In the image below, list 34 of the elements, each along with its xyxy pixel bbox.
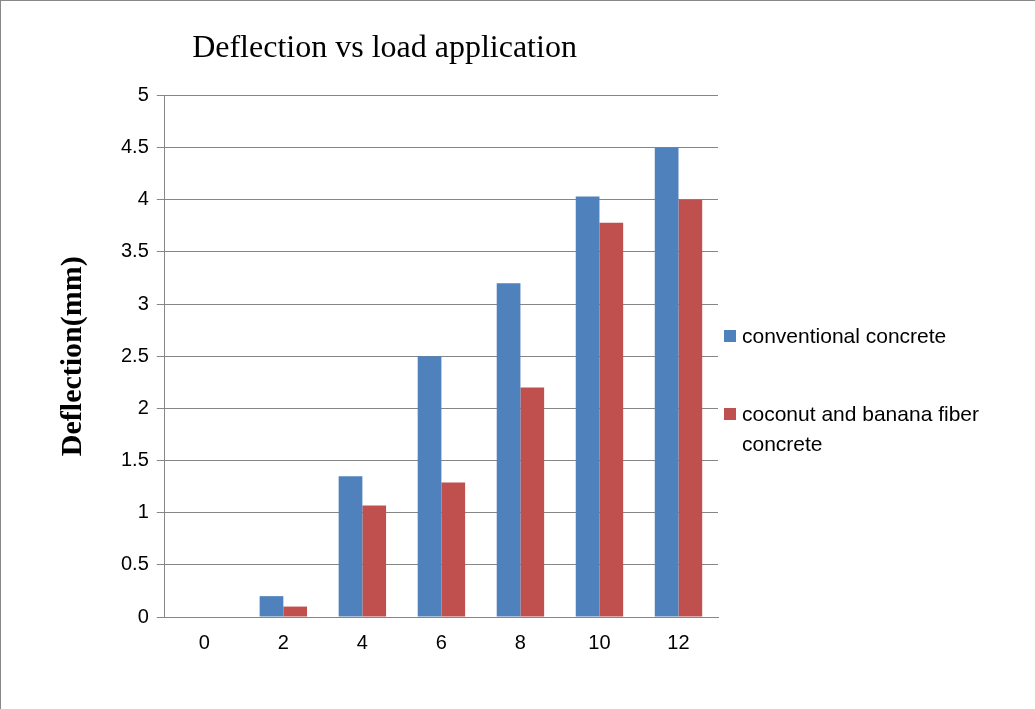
y-tick-label: 5: [137, 82, 149, 105]
y-axis-title: Deflection(mm): [53, 256, 88, 457]
legend-label: coconut and banana fiber concrete: [742, 401, 981, 457]
chart-title: Deflection vs load application: [192, 27, 577, 64]
y-tick-label: 4.5: [120, 135, 149, 158]
y-tick-label: 1.5: [120, 448, 149, 471]
bar: [599, 222, 624, 617]
bar: [417, 356, 442, 617]
bar: [259, 596, 284, 617]
bar: [338, 476, 363, 617]
y-tick-label: 0: [137, 604, 149, 627]
x-tick-label: 10: [588, 630, 611, 653]
y-tick-label: 3.5: [120, 239, 149, 262]
x-tick-label: 2: [277, 630, 289, 653]
y-tick-label: 0.5: [120, 552, 149, 575]
x-tick-label: 4: [356, 630, 368, 653]
bar: [496, 283, 521, 617]
bar: [678, 199, 703, 617]
bar: [283, 606, 308, 617]
y-tick-label: 3: [137, 291, 149, 314]
y-tick-label: 4: [137, 187, 149, 210]
bar: [362, 505, 387, 617]
x-tick-label: 6: [435, 630, 447, 653]
x-tick-label: 0: [198, 630, 210, 653]
legend-label: conventional concrete: [742, 323, 947, 349]
y-tick-label: 1: [137, 500, 149, 523]
y-tick-label: 2.5: [120, 343, 149, 366]
x-tick-label: 8: [514, 630, 526, 653]
y-tick-label: 2: [137, 395, 149, 418]
bar: [575, 196, 600, 617]
bar: [654, 147, 679, 617]
bar: [520, 387, 545, 617]
x-tick-label: 12: [667, 630, 690, 653]
bar: [441, 482, 466, 617]
